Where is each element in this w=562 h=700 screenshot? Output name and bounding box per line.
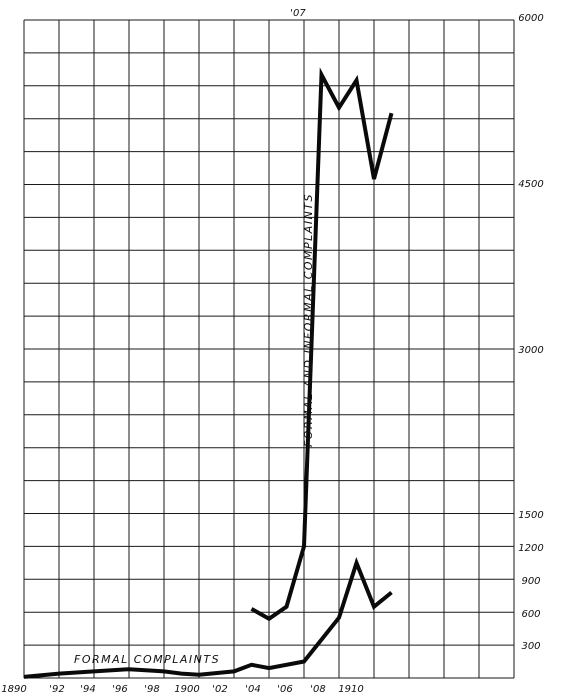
x-tick-label: '92 [49, 684, 64, 695]
y-tick-label: 6000 [518, 13, 543, 24]
x-axis-ticks: 1890 '92 '94 '96 '98 1900 '02 '04 '06 '0… [1, 684, 363, 695]
x-tick-label: 1890 [1, 684, 26, 695]
series-label-formal: FORMAL COMPLAINTS [74, 653, 220, 666]
y-axis-ticks: 300 600 900 1200 1500 3000 4500 6000 [518, 13, 543, 652]
series-line-formal-and-informal [250, 67, 394, 622]
y-tick-label: 4500 [518, 179, 543, 190]
y-tick-label: 600 [521, 609, 540, 620]
x-tick-label: '06 [277, 684, 292, 695]
chart-grid [23, 19, 515, 679]
chart-marks [23, 67, 394, 679]
y-tick-label: 300 [521, 641, 540, 652]
y-tick-label: 3000 [518, 345, 543, 356]
x-tick-label: '08 [310, 684, 325, 695]
x-tick-label: '02 [212, 684, 227, 695]
x-tick-label: 1900 [174, 684, 199, 695]
y-tick-label: 900 [521, 576, 540, 587]
y-tick-label: 1500 [518, 510, 543, 521]
top-year-label: '07 [290, 8, 306, 19]
series-line-formal [23, 556, 393, 679]
series-label-formal-and-informal: FORMAL AND INFORMAL COMPLAINTS [302, 193, 315, 447]
x-tick-label: '04 [245, 684, 260, 695]
x-tick-label: '94 [80, 684, 95, 695]
y-tick-label: 1200 [518, 543, 543, 554]
x-tick-label: 1910 [338, 684, 363, 695]
x-tick-label: '96 [112, 684, 127, 695]
x-tick-label: '98 [144, 684, 159, 695]
